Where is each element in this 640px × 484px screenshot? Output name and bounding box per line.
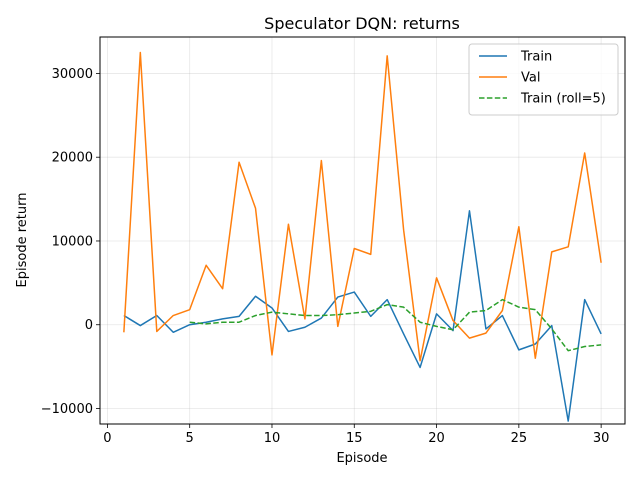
legend-label: Val (521, 71, 540, 86)
chart-title: Speculator DQN: returns (264, 14, 460, 33)
y-tick-label: 30000 (52, 67, 93, 82)
x-ticks: 0 5 10 15 20 25 30 (103, 424, 609, 446)
y-ticks: −10000 0 10000 20000 30000 (41, 67, 100, 417)
axes-frame (99, 36, 626, 425)
series-lines (123, 51, 602, 422)
y-tick-label: 20000 (52, 151, 93, 166)
x-tick-label: 5 (186, 431, 194, 446)
x-tick-label: 25 (511, 431, 528, 446)
x-tick-label: 30 (593, 431, 610, 446)
x-tick-label: 0 (103, 431, 111, 446)
x-tick-label: 15 (346, 431, 363, 446)
y-tick-label: 0 (85, 318, 93, 333)
series-line-train (123, 210, 602, 422)
x-tick-label: 10 (264, 431, 281, 446)
x-axis-label: Episode (336, 451, 387, 466)
y-tick-label: 10000 (52, 234, 93, 249)
series-line-val (123, 51, 602, 362)
legend: Train Val Train (roll=5) (468, 43, 619, 116)
y-axis-label: Episode return (15, 193, 30, 288)
x-tick-label: 20 (428, 431, 445, 446)
legend-label: Train (roll=5) (520, 92, 606, 107)
series-line-train-rolling (189, 298, 602, 352)
legend-label: Train (520, 50, 552, 65)
y-tick-label: −10000 (41, 402, 93, 417)
